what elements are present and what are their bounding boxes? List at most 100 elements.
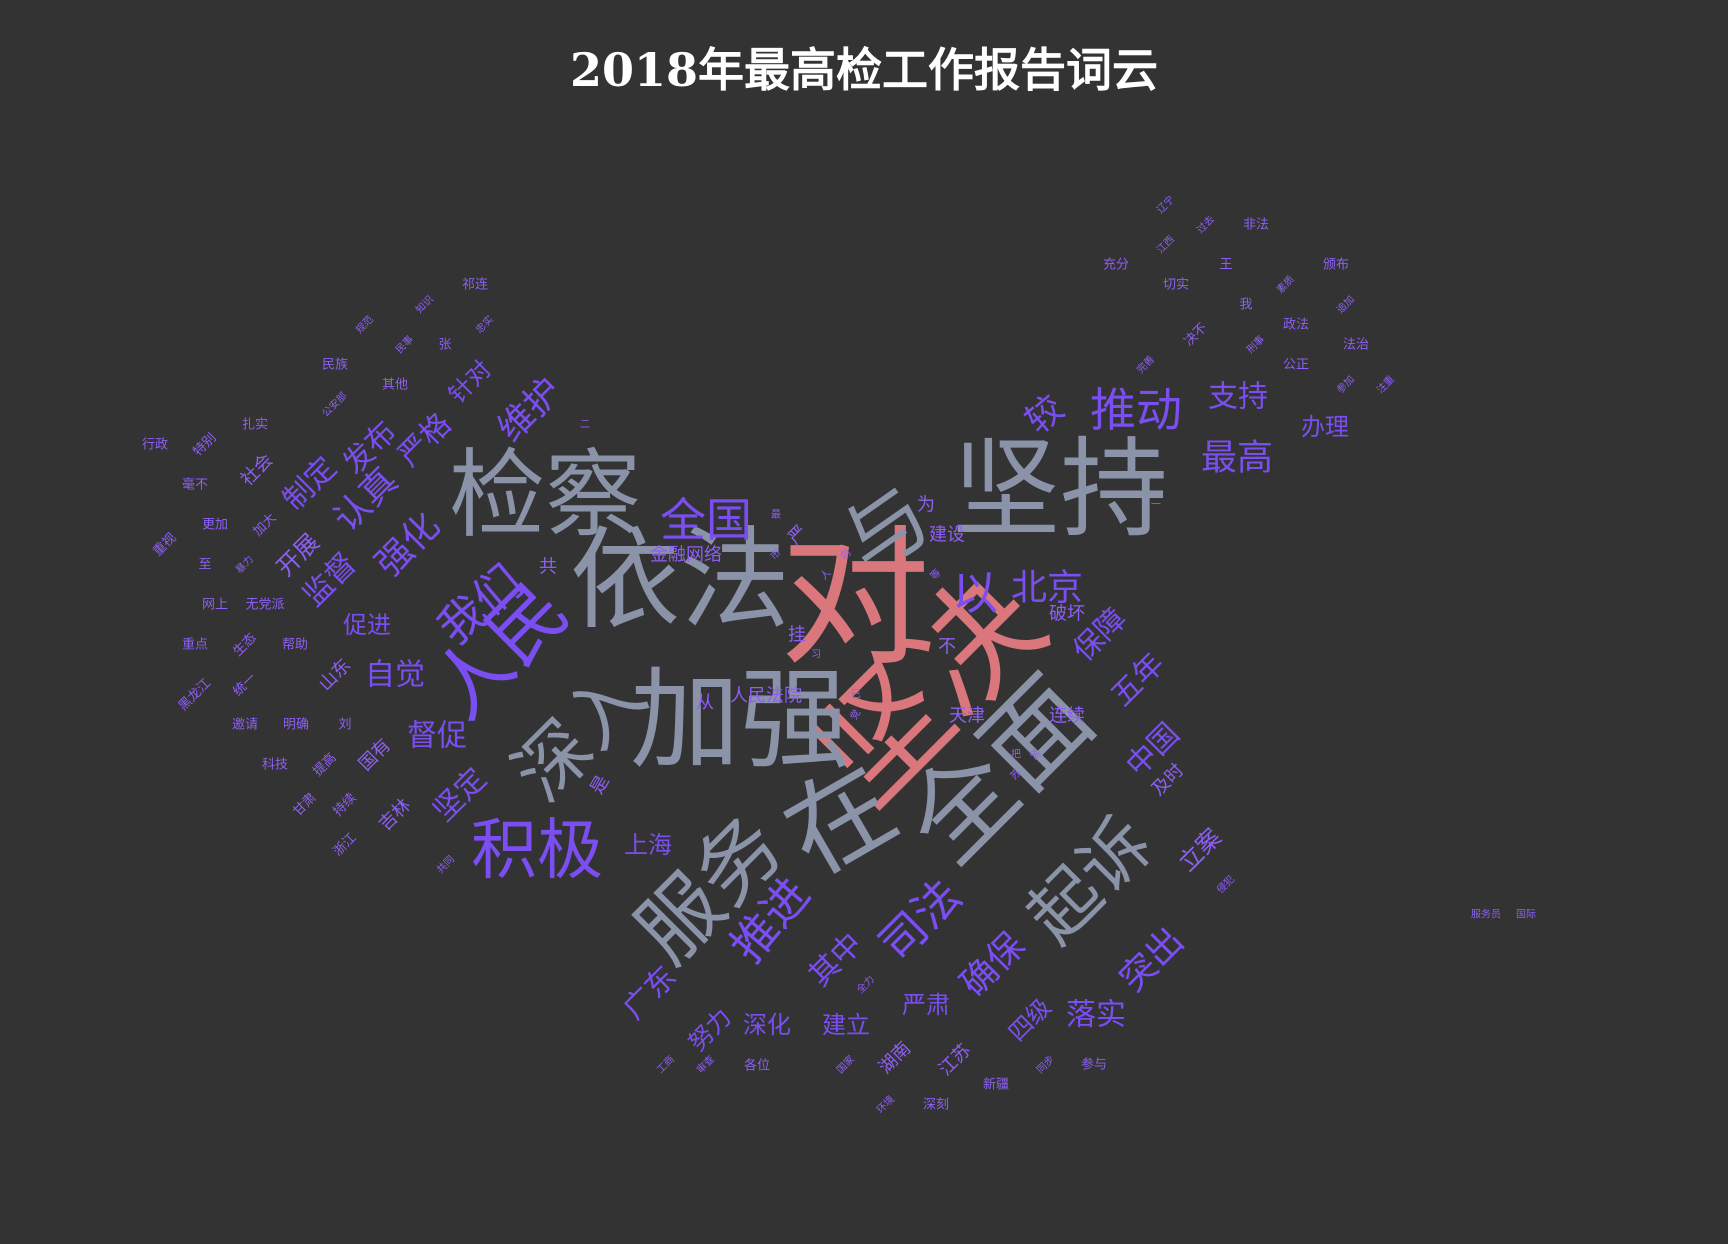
word-cloud-word: 全国 [660, 493, 752, 547]
word-cloud-word: 非法 [1243, 218, 1269, 233]
word-cloud-word: 深化 [743, 1011, 791, 1039]
word-cloud-word: 把 [1011, 748, 1021, 761]
word-cloud-word: 强化 [368, 505, 448, 585]
word-cloud-word: 依法 [570, 516, 790, 644]
word-cloud-word: 持续 [330, 790, 359, 819]
word-cloud-word: 从 [696, 693, 714, 714]
word-cloud-word: 严肃 [902, 991, 950, 1019]
word-cloud-word: 民事 [393, 333, 416, 356]
word-cloud-word: 人民法院 [730, 686, 802, 707]
word-cloud-word: 共 [539, 557, 557, 578]
word-cloud-word: 各位 [744, 1058, 770, 1074]
word-cloud-word: 坚持 [952, 428, 1168, 553]
word-cloud-word: 公安部 [319, 389, 349, 419]
word-cloud-word: 颁布 [1323, 258, 1349, 273]
word-cloud-word: 行政 [142, 438, 168, 453]
word-cloud-word: 最高 [1201, 438, 1273, 479]
word-cloud-word: 张 [438, 338, 451, 353]
word-cloud-word: 重视 [150, 530, 180, 560]
word-cloud-word: 促进 [343, 611, 391, 639]
word-cloud-word: 暴力 [233, 553, 256, 576]
word-cloud-word: 网上 [202, 598, 228, 613]
word-cloud-word: 甘肃 [290, 790, 319, 819]
word-cloud-word: 公正 [1283, 358, 1309, 373]
word-cloud-word: 已 [851, 690, 861, 701]
word-cloud-word: 检察 [449, 439, 641, 551]
word-cloud-word: 立案 [1173, 823, 1227, 877]
word-cloud-word: 浙江 [330, 830, 359, 859]
word-cloud-word: 黑龙江 [176, 676, 214, 714]
word-cloud-word: 邀请 [232, 718, 258, 733]
word-cloud-word: 参加 [1334, 373, 1357, 396]
word-cloud-word: 政法 [1283, 318, 1309, 333]
word-cloud-word: 上海 [624, 831, 672, 859]
word-cloud-word: 提高 [310, 750, 340, 780]
word-cloud-word: 办理 [1301, 413, 1349, 441]
word-cloud-word: 扎实 [242, 418, 268, 433]
word-cloud-word: 服务员 [1471, 908, 1501, 921]
word-cloud-word: 习 [811, 650, 821, 661]
word-cloud-word: 起诉 [1012, 802, 1169, 959]
word-cloud-word: 同步 [1034, 1053, 1057, 1076]
word-cloud-word: 法治 [1343, 338, 1369, 353]
word-cloud-word: 江西 [1154, 233, 1177, 256]
word-cloud-word: 连续 [1049, 706, 1085, 727]
word-cloud-word: 北京 [1011, 568, 1083, 609]
word-cloud-word: 支持 [1208, 380, 1268, 415]
word-cloud-word: 充分 [1103, 257, 1129, 273]
word-cloud-word: 努力 [683, 1003, 737, 1057]
word-cloud-word: 社会 [237, 450, 277, 490]
word-cloud-word: 特别 [190, 430, 219, 459]
word-cloud-word: 国家 [834, 1053, 857, 1076]
word-cloud-word: 忠实 [473, 313, 496, 336]
word-cloud-word: 其他 [382, 378, 408, 393]
word-cloud-word: 二 [580, 420, 590, 431]
word-cloud-word: 维护 [490, 370, 570, 450]
word-cloud-word: 不 [938, 637, 956, 658]
word-cloud-word: 新疆 [983, 1077, 1009, 1093]
word-cloud-word: 刑事 [1244, 333, 1267, 356]
word-cloud-word: 落实 [1066, 998, 1126, 1033]
word-cloud-word: 天津 [949, 706, 985, 727]
word-cloud-word: 自觉 [365, 658, 425, 693]
word-cloud-word: 督促 [407, 719, 467, 754]
word-cloud-word: 江苏 [935, 1040, 975, 1080]
word-cloud-word: 深刻 [923, 1098, 949, 1113]
word-cloud-word: 统一 [230, 670, 259, 699]
word-cloud-word: 环境 [874, 1093, 897, 1116]
word-cloud-word: 素质 [1274, 273, 1297, 296]
word-cloud-word: 王 [1219, 258, 1232, 273]
word-cloud-word: 共同 [434, 853, 457, 876]
word-cloud-word: 确保 [953, 925, 1033, 1005]
word-cloud-word: 四级 [1003, 993, 1057, 1047]
word-cloud-word: 湖南 [875, 1038, 915, 1078]
word-cloud-word: 全力 [854, 973, 877, 996]
word-cloud-word: 知识 [413, 293, 436, 316]
word-cloud-word: 加强 [630, 656, 850, 784]
word-cloud-word: 刘 [338, 718, 351, 733]
word-cloud-word: 以 [952, 566, 998, 620]
word-cloud-word: 加大 [250, 510, 279, 539]
word-cloud-word: 审查 [694, 1053, 717, 1076]
word-cloud-word: 辽宁 [1154, 193, 1177, 216]
word-cloud-word: 更加 [202, 518, 228, 533]
word-cloud-word: 过去 [1194, 213, 1217, 236]
word-cloud-word: 规范 [353, 313, 376, 336]
word-cloud-word: 突出 [1112, 920, 1192, 1000]
word-cloud-word: 切实 [1163, 278, 1189, 293]
word-cloud-word: 司法 [868, 868, 971, 971]
word-cloud-word: 国际 [1516, 909, 1536, 921]
word-cloud-word: 破坏 [1049, 604, 1085, 625]
word-cloud-word: 针对 [443, 355, 497, 409]
word-cloud-word: 金融网络 [650, 545, 722, 566]
word-cloud-word: 五年 [1104, 646, 1171, 713]
word-cloud-word: 我 [1239, 298, 1252, 313]
word-cloud-word: 工商 [654, 1053, 677, 1076]
chart-title: 2018年最高检工作报告词云 [569, 43, 1159, 97]
word-cloud-word: 山东 [315, 655, 355, 695]
word-cloud-word: 决不 [1181, 320, 1210, 349]
word-cloud-word: 对 [780, 513, 930, 687]
word-cloud-word: 注重 [1374, 373, 1397, 396]
word-cloud-word: 重点 [182, 637, 208, 653]
word-cloud-word: 生态 [230, 630, 259, 659]
